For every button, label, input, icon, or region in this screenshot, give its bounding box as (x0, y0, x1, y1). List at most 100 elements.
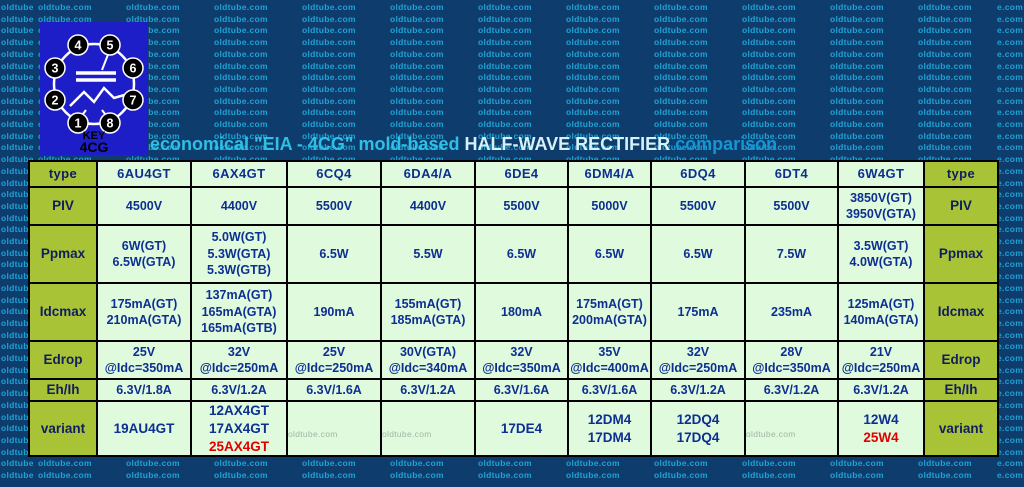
site-watermark-text: oldtube.com (830, 142, 884, 153)
site-watermark-text: oldtube (1, 282, 34, 293)
cell-value-line: 6.5W (594, 246, 625, 261)
cell-value-line: 6.3V/1.2A (211, 382, 267, 397)
site-watermark-text: oldtube.com (478, 458, 532, 469)
svg-text:1: 1 (75, 117, 82, 131)
site-watermark-text: oldtube.com (742, 107, 796, 118)
site-watermark-text: oldtube.com (38, 458, 92, 469)
site-watermark-text: oldtube.com (390, 154, 444, 165)
cell-value-line: 12DM4 (587, 411, 632, 427)
site-watermark-text: oldtube.com (126, 130, 180, 141)
site-watermark-text: oldtube.com (126, 13, 180, 24)
site-watermark-text: oldtube.com (478, 154, 532, 165)
site-watermark-text: oldtube.com (830, 72, 884, 83)
site-watermark-text: oldtube.com (566, 48, 620, 59)
cell-Idcmax-6AX4GT: 137mA(GT) 165mA(GTA) 165mA(GTB) (190, 282, 288, 342)
site-watermark-text: oldtube.com (390, 142, 444, 153)
site-watermark-text: e.com (997, 83, 1024, 94)
site-watermark-text: e.com (997, 411, 1024, 422)
site-watermark-text: oldtube (1, 470, 34, 480)
cell-value-line: 5500V (773, 198, 810, 213)
site-watermark-text: e.com (997, 317, 1024, 328)
cell-value-line: 12W4 (863, 411, 899, 427)
site-watermark-text: oldtube (1, 411, 34, 422)
site-watermark-text: oldtube.com (478, 2, 532, 12)
cell-Edrop-6DM4A: 35V @Idc=400mA (567, 340, 652, 380)
site-watermark-text: oldtube.com (214, 470, 268, 480)
site-watermark-text: oldtube.com (566, 72, 620, 83)
site-watermark-text: oldtube (1, 236, 34, 246)
site-watermark-text: oldtube.com (830, 48, 884, 59)
cell-value-line: 5.0W(GT) (211, 230, 267, 245)
site-watermark-text: oldtube.com (654, 470, 708, 480)
site-watermark-text: oldtube.com (566, 154, 620, 165)
site-watermark-text: oldtube.com (830, 37, 884, 48)
cell-variant-6CQ4: oldtube.com (286, 399, 382, 458)
site-watermark-text: oldtube.com (654, 13, 708, 24)
site-watermark-text: oldtube.com (390, 13, 444, 24)
cell-variant-6DA4A: oldtube.com (380, 399, 476, 458)
cell-Ppmax-6DQ4: 6.5W (650, 224, 746, 284)
site-watermark-text: oldtube.com (214, 107, 268, 118)
site-watermark-text: oldtube.com (830, 95, 884, 106)
cell-value-line: @Idc=250mA (841, 361, 921, 375)
site-watermark-text: oldtube.com (214, 13, 268, 24)
cell-Edrop-6W4GT: 21V @Idc=250mA (837, 340, 925, 380)
title-segment-white: HALF-WAVE RECTIFIER (464, 134, 676, 154)
cell-Ppmax-6CQ4: 6.5W (286, 224, 382, 284)
site-watermark-text: oldtube.com (566, 470, 620, 480)
cell-value-line: 137mA(GT) (205, 288, 273, 303)
site-watermark-text: oldtube.com (302, 25, 356, 36)
cell-value-line: 6.3V/1.8A (116, 382, 172, 397)
cell-value-line: 165mA(GTB) (201, 321, 277, 336)
site-watermark-text: oldtube.com (38, 470, 92, 480)
row-label-left: Eh/Ih (28, 378, 98, 402)
site-watermark-text: oldtube.com (214, 2, 268, 12)
cell-value-line: 6.3V/1.6A (306, 382, 362, 397)
site-watermark-text: oldtube.com (390, 83, 444, 94)
site-watermark-text: oldtube.com (390, 37, 444, 48)
cell-value-line: 175mA(GT) (110, 296, 178, 311)
site-watermark-text: oldtube.com (566, 60, 620, 71)
site-watermark-text: oldtube.com (654, 458, 708, 469)
site-watermark-text: oldtube.com (390, 95, 444, 106)
cell-value-line: 3.5W(GT) (853, 238, 909, 253)
cell-value-line: 6.3V/1.2A (400, 382, 456, 397)
site-watermark-text: oldtube.com (566, 458, 620, 469)
site-watermark-text: oldtube.com (742, 130, 796, 141)
cell-Edrop-6DQ4: 32V @Idc=250mA (650, 340, 746, 380)
cell-value-line: @Idc=250mA (658, 361, 738, 375)
cell-watermark-text: oldtube.com (746, 428, 796, 439)
site-watermark-text: oldtube.com (918, 458, 972, 469)
site-watermark-text: oldtube (1, 25, 34, 36)
site-watermark-text: oldtube (1, 446, 34, 457)
cell-variant-6DE4: 17DE4 (474, 399, 569, 458)
cell-Ppmax-6AX4GT: 5.0W(GT) 5.3W(GTA) 5.3W(GTB) (190, 224, 288, 284)
cell-Edrop-6CQ4: 25V @Idc=250mA (286, 340, 382, 380)
site-watermark-text: oldtube (1, 200, 34, 211)
site-watermark-text: oldtube.com (126, 48, 180, 59)
cell-Edrop-6DE4: 32V @Idc=350mA (474, 340, 569, 380)
rectifier-comparison-table: type 6AU4GT 6AX4GT 6CQ4 6DA4/A 6DE4 6DM4/A 6DQ4… (28, 160, 999, 458)
site-watermark-text: oldtube (1, 434, 34, 445)
site-watermark-text: oldtube (1, 364, 34, 375)
column-header-6DT4: 6DT4 (744, 160, 839, 188)
site-watermark-text: oldtube.com (742, 95, 796, 106)
site-watermark-text: oldtube.com (566, 83, 620, 94)
cell-Idcmax-6DQ4: 175mA (650, 282, 746, 342)
cell-value-line: 6.3V/1.2A (763, 382, 820, 397)
pin-3: 3 (44, 57, 66, 79)
site-watermark-text: oldtube.com (918, 60, 972, 71)
site-watermark-text: oldtube.com (830, 13, 884, 24)
cell-watermark-text: oldtube.com (288, 428, 338, 439)
site-watermark-text: oldtube (1, 353, 34, 363)
site-watermark-text: oldtube (1, 154, 34, 165)
site-watermark-text: oldtube.com (302, 458, 356, 469)
cell-value-line: 6.5W (319, 246, 349, 261)
site-watermark-text: oldtube.com (390, 119, 444, 129)
site-watermark-text: oldtube.com (742, 72, 796, 83)
cell-variant-6DT4: oldtube.com (744, 399, 839, 458)
cell-value-line: 32V (686, 344, 710, 359)
column-header-6AX4GT: 6AX4GT (190, 160, 288, 188)
row-label-left: Ppmax (28, 224, 98, 284)
site-watermark-text: oldtube.com (214, 142, 268, 153)
